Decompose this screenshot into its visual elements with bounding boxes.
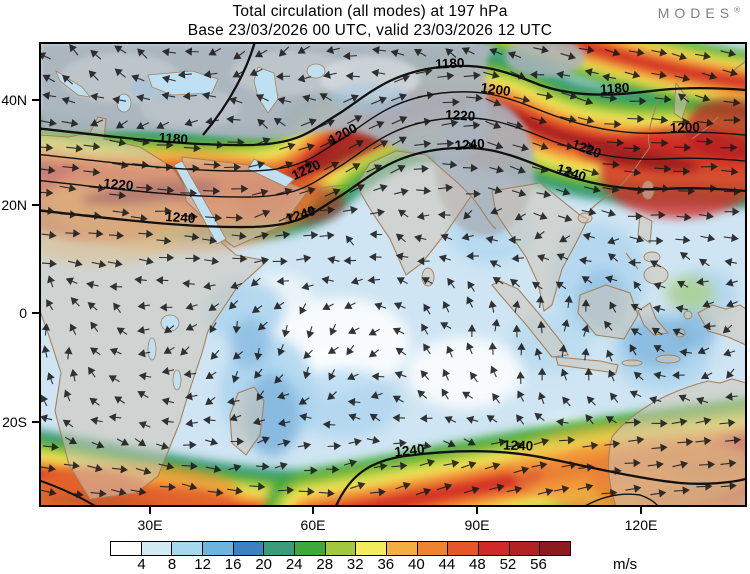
registered-mark-icon: ® (734, 5, 740, 15)
contour-label: 1240 (394, 441, 425, 459)
colorbar-tick-label: 32 (346, 556, 364, 573)
colorbar (110, 541, 571, 556)
y-axis-label: 0 (19, 305, 27, 321)
contour-label: 1200 (480, 80, 512, 99)
land-korea (673, 81, 689, 120)
land-java (555, 356, 619, 374)
colorbar-tick-label: 40 (407, 556, 425, 573)
colorbar-tick-label: 52 (499, 556, 517, 573)
map-area: 1180 1180 1180 1200 1200 1200 1220 1220 1220 1220… (1, 42, 747, 533)
land-new-guinea (697, 304, 746, 346)
colorbar-labels: 4 8 12 16 20 24 28 32 36 40 44 48 52 56 (0, 556, 750, 574)
colorbar-segment (448, 542, 480, 555)
colorbar-segment (479, 542, 510, 555)
colorbar-tick-label: 28 (316, 556, 334, 573)
land-borneo (577, 284, 639, 340)
colorbar-segment (417, 542, 449, 555)
chart-title: Total circulation (all modes) at 197 hPa (232, 3, 508, 20)
colorbar-tick-label: 48 (469, 556, 486, 573)
colorbar-tick-label: 36 (377, 556, 395, 573)
weather-map-svg: 1180118011801200120012001220122012201220… (1, 42, 747, 533)
axis-ticks-layer: 40N 20N 0 20S 30E 60E 90E 120E (1, 92, 657, 533)
contour-label: 1180 (600, 80, 630, 97)
contour-label: 1180 (158, 130, 188, 147)
map-field-layer (40, 43, 746, 506)
land-sumatra (491, 280, 569, 358)
red-sea (173, 160, 227, 245)
colorbar-segment (233, 542, 265, 555)
wind-arrows-layer (40, 44, 742, 499)
colorbar-segment (387, 542, 418, 555)
colorbar-segment (141, 542, 173, 555)
x-axis-label: 30E (138, 517, 163, 533)
y-axis-label: 20N (1, 197, 27, 213)
land-luzon (637, 214, 653, 244)
x-axis-label: 120E (625, 517, 658, 533)
contour-label: 1240 (454, 136, 485, 153)
title-block: Total circulation (all modes) at 197 hPa… (20, 2, 720, 40)
colorbar-segment (356, 542, 388, 555)
modes-logo: MODES® (657, 5, 740, 21)
colorbar-segment (540, 542, 571, 555)
y-axis-label: 20S (2, 414, 27, 430)
colorbar-segment (111, 542, 142, 555)
contour-label: 1180 (435, 55, 465, 72)
contour-label: 1240 (503, 437, 534, 453)
colorbar-tick-label: 24 (285, 556, 303, 573)
contour-label: 1220 (445, 107, 476, 124)
colorbar-tick-label: 44 (438, 556, 456, 573)
colorbar-tick-label: 20 (255, 556, 272, 573)
map-frame (39, 42, 747, 507)
colorbar-segment (509, 542, 541, 555)
colorbar-tick-label: 12 (194, 556, 211, 573)
colorbar-tick-label: 8 (167, 556, 177, 573)
contour-label: 1220 (103, 176, 134, 194)
x-axis-label: 90E (465, 517, 490, 533)
colorbar-segment (264, 542, 296, 555)
land-sulawesi (637, 302, 670, 336)
colorbar-segment (325, 542, 357, 555)
colorbar-unit: m/s (613, 556, 638, 573)
colorbar-segment (172, 542, 204, 555)
colorbar-tick-label: 4 (137, 556, 146, 573)
chart-subtitle: Base 23/03/2026 00 UTC, valid 23/03/2026… (187, 22, 553, 39)
colorbar-tick-label: 56 (530, 556, 547, 573)
contour-label: 1200 (670, 119, 701, 135)
y-axis-label: 40N (1, 92, 27, 108)
colorbar-segment (295, 542, 326, 555)
contour-label: 1240 (165, 209, 196, 226)
land-india (355, 150, 472, 276)
colorbar-tick-label: 16 (224, 556, 242, 573)
x-axis-label: 60E (301, 517, 326, 533)
colorbar-segment (203, 542, 234, 555)
land-australia (608, 378, 746, 506)
caspian-sea (253, 66, 279, 114)
